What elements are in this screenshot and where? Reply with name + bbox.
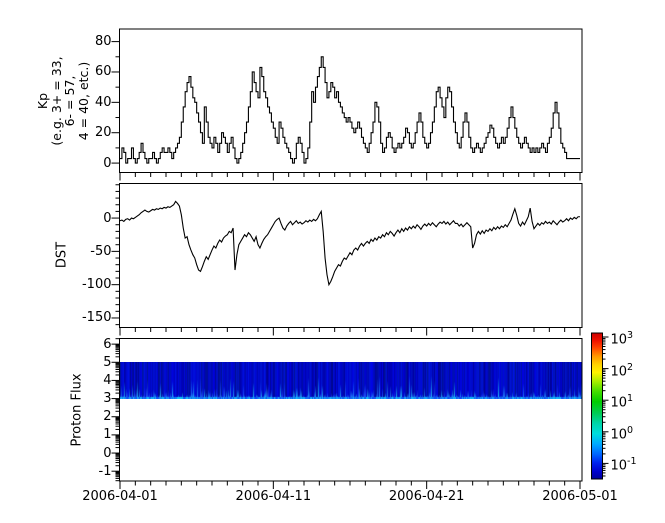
colorbar [591,332,603,480]
proton-flux-heatmap [120,362,582,399]
kp-step-line [120,56,580,164]
dst-panel-frame [119,183,583,328]
dst-line [119,200,580,287]
kp-panel-frame [119,28,583,173]
proton-flux-panel-frame [119,338,583,482]
